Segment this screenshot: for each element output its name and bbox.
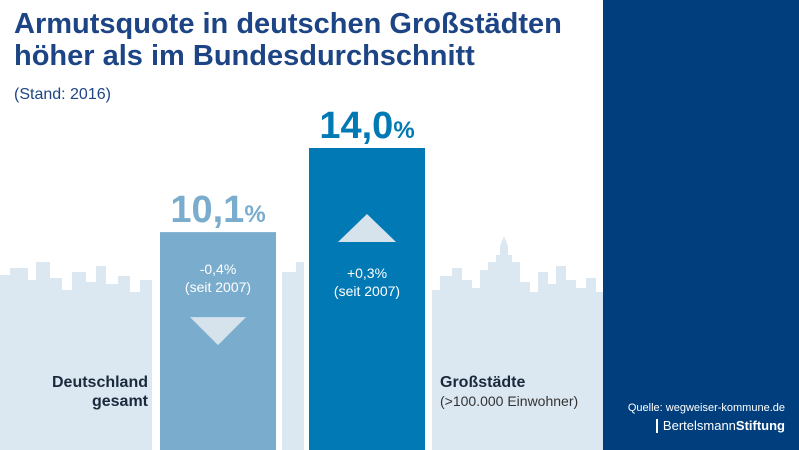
brand-name-part-1: Bertelsmann <box>662 418 736 433</box>
bar-grossstaedte <box>309 148 425 450</box>
arrow-up-icon <box>338 214 396 242</box>
category-note: (>100.000 Einwohner) <box>440 393 579 409</box>
side-panel: Quelle: wegweiser-kommune.de Bertelsmann… <box>603 0 799 450</box>
category-name: Großstädte <box>440 374 526 391</box>
city-skyline-background <box>0 236 603 450</box>
value-number: 14,0 <box>319 105 393 147</box>
value-unit: % <box>393 117 414 144</box>
value-label-deutschland: 10,1% <box>170 189 265 231</box>
change-since-grossstaedte: (seit 2007) <box>333 283 401 299</box>
bar-chart: 10,1%14,0% <box>160 105 425 450</box>
bar-change-deutschland: -0,4% (seit 2007) <box>160 260 276 296</box>
change-since-deutschland: (seit 2007) <box>184 279 252 296</box>
category-label-deutschland: Deutschland gesamt <box>0 373 148 411</box>
chart-title: Armutsquote in deutschen Großstädten höh… <box>14 8 599 72</box>
value-number: 10,1 <box>170 189 244 231</box>
brand-name-part-2: Stiftung <box>735 418 785 433</box>
brand-logo: BertelsmannStiftung <box>655 418 785 433</box>
category-label-grossstaedte: Großstädte (>100.000 Einwohner) <box>440 373 605 411</box>
value-unit: % <box>244 201 265 228</box>
chart-subtitle: (Stand: 2016) <box>14 86 111 103</box>
source-note: Quelle: wegweiser-kommune.de <box>627 402 785 414</box>
title-line-2: höher als im Bundesdurchschnitt <box>14 40 475 72</box>
bar-change-grossstaedte: +0,3% (seit 2007) <box>309 264 425 300</box>
title-line-1: Armutsquote in deutschen Großstädten <box>14 8 562 40</box>
change-value-grossstaedte: +0,3% <box>346 265 388 281</box>
arrow-down-icon <box>190 317 246 346</box>
category-name-line-2: gesamt <box>91 393 148 410</box>
value-label-grossstaedte: 14,0% <box>319 105 414 147</box>
category-name-line-1: Deutschland <box>51 374 148 391</box>
change-value-deutschland: -0,4% <box>199 261 237 278</box>
